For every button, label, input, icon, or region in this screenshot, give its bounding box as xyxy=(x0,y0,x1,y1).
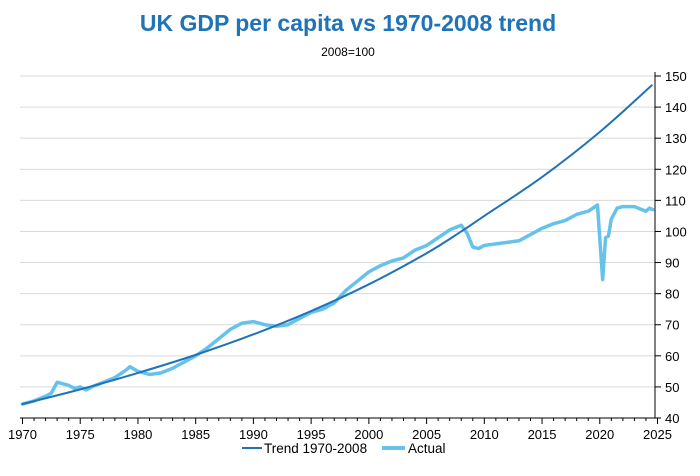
y-tick-label: 130 xyxy=(665,131,687,146)
trend-line xyxy=(21,84,653,406)
legend: Trend 1970-2008 Actual xyxy=(242,441,446,456)
y-tick-label: 70 xyxy=(665,318,679,333)
x-tick-label: 2015 xyxy=(528,427,557,442)
series-lines xyxy=(20,84,655,406)
y-tick-label: 90 xyxy=(665,256,679,271)
x-tick-label: 1995 xyxy=(297,427,326,442)
y-tick-label: 40 xyxy=(665,411,679,426)
y-tick-label: 80 xyxy=(665,287,679,302)
y-tick-label: 50 xyxy=(665,380,679,395)
actual-line xyxy=(20,203,655,406)
chart-title: UK GDP per capita vs 1970-2008 trend xyxy=(140,10,556,36)
x-tick-label: 1970 xyxy=(8,427,37,442)
axes xyxy=(20,72,661,424)
x-tick-label: 1980 xyxy=(123,427,152,442)
y-tick-label: 150 xyxy=(665,69,687,84)
y-tick-label: 100 xyxy=(665,224,687,239)
x-tick-label: 1990 xyxy=(239,427,268,442)
y-tick-label: 120 xyxy=(665,162,687,177)
chart-subtitle: 2008=100 xyxy=(321,45,375,59)
x-tick-label: 1985 xyxy=(181,427,210,442)
x-tick-label: 2010 xyxy=(470,427,499,442)
y-tick-label: 60 xyxy=(665,349,679,364)
legend-label-trend: Trend 1970-2008 xyxy=(264,441,367,456)
tick-labels: 40 50 60 70 80 90 100 110 120 130 140 150 1970 1975 19… xyxy=(8,69,687,442)
x-tick-label: 1975 xyxy=(66,427,95,442)
gridlines xyxy=(20,75,655,419)
x-tick-label: 2025 xyxy=(643,427,672,442)
y-tick-label: 110 xyxy=(665,193,686,208)
y-tick-label: 140 xyxy=(665,100,687,115)
x-tick-label: 2020 xyxy=(585,427,614,442)
legend-label-actual: Actual xyxy=(408,441,446,456)
x-tick-label: 2000 xyxy=(354,427,383,442)
x-tick-label: 2005 xyxy=(412,427,441,442)
